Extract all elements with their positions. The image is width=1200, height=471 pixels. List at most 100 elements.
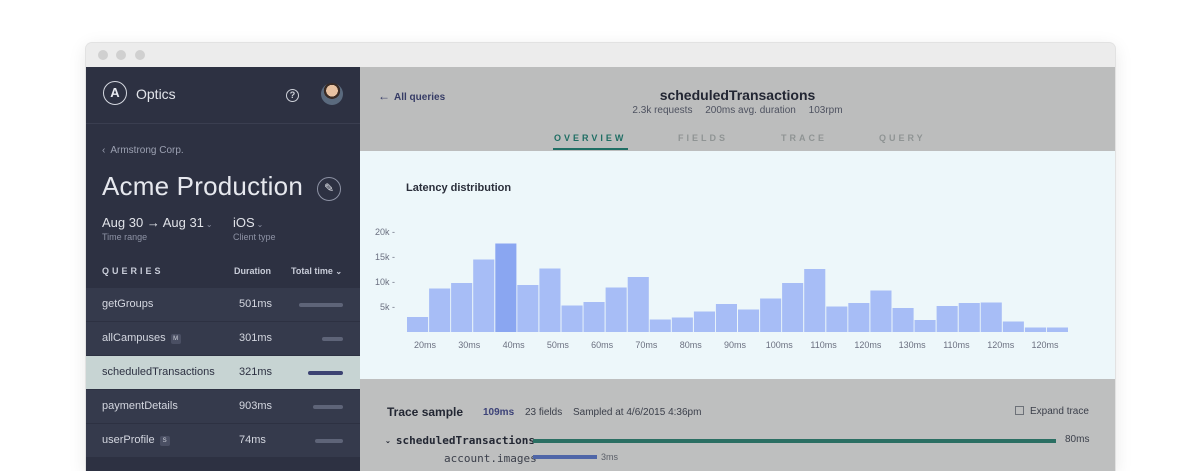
histogram-bar[interactable] [936,306,958,332]
query-row[interactable]: allCampuses M 301ms [86,321,360,355]
histogram-bar[interactable] [914,320,936,332]
histogram-bar[interactable] [760,298,782,333]
avg-duration: 200ms avg. duration [705,105,796,116]
client-type-select[interactable]: iOS ⌄ [233,215,263,230]
tab-trace[interactable]: TRACE [781,133,827,143]
histogram-bar[interactable] [407,317,429,332]
org-breadcrumb[interactable]: ‹ Armstrong Corp. [102,145,184,156]
tab-query[interactable]: QUERY [879,133,926,143]
chart-title: Latency distribution [406,182,512,194]
histogram-bar[interactable] [429,288,451,333]
expand-trace-checkbox[interactable] [1015,406,1024,415]
histogram-bar[interactable] [539,268,561,333]
back-label: All queries [394,92,446,103]
query-duration: 321ms [239,366,273,378]
query-type-badge: M [170,334,181,344]
histogram-bar[interactable] [627,277,649,332]
query-duration: 501ms [239,298,273,310]
x-tick-label: 70ms [635,340,658,350]
back-to-queries-link[interactable]: ← All queries [378,89,445,103]
trace-root-ms: 80ms [1065,434,1090,445]
total-time-column-header[interactable]: Total time ⌄ [291,266,342,276]
histogram-bar[interactable] [671,317,693,333]
trace-child-ms: 3ms [601,452,619,462]
time-range-select[interactable]: Aug 30 → Aug 31 ⌄ [102,215,213,230]
query-duration: 903ms [239,400,273,412]
histogram-bar[interactable] [583,302,605,332]
y-tick-label: 15k - [375,252,395,262]
tab-overview[interactable]: OVERVIEW [554,133,627,143]
total-time-label: Total time [291,266,333,276]
trace-title: Trace sample [387,405,464,419]
query-duration: 74ms [239,434,266,446]
query-row[interactable]: scheduledTransactions 321ms [86,355,360,389]
histogram-bar[interactable] [804,269,826,332]
y-tick-label: 5k - [380,302,395,312]
help-icon[interactable]: ? [286,89,299,102]
sidebar-header: A Optics ? [86,67,360,123]
histogram-bar[interactable] [826,306,848,333]
main-panel: ← All queries scheduledTransactions 2.3k … [360,67,1115,471]
trace-root-row[interactable]: ⌄ scheduledTransactions [385,434,535,447]
duration-column-header[interactable]: Duration [234,266,271,276]
tab-fields[interactable]: FIELDS [678,133,729,143]
histogram-bar[interactable] [1046,327,1068,333]
histogram-bar[interactable] [848,303,870,332]
wrench-icon[interactable]: ✎ [317,177,341,201]
trace-child-name: account.images [444,452,537,465]
sidebar-divider [86,123,360,124]
query-total-time-bar [299,303,343,307]
histogram-bar[interactable] [1024,327,1046,333]
app-window: A Optics ? ‹ Armstrong Corp. Acme Product… [86,43,1115,471]
latency-chart-panel: Latency distribution 5k - 10k - 15k - 20k -… [360,151,1115,379]
histogram-bar[interactable] [495,243,517,333]
histogram-bar[interactable] [738,309,760,333]
query-total-time-bar [308,371,343,375]
query-name: paymentDetails [102,400,178,412]
avatar[interactable] [321,83,343,105]
histogram-bar[interactable] [451,283,473,332]
close-window-dot[interactable] [98,50,108,60]
histogram-bar[interactable] [473,259,495,333]
time-range-label: Time range [102,232,148,242]
org-name: Armstrong Corp. [110,145,184,156]
chevron-down-icon: ⌄ [335,267,343,276]
histogram-bar[interactable] [1002,321,1024,333]
minimize-window-dot[interactable] [116,50,126,60]
chevron-down-icon: ⌄ [205,220,213,229]
histogram-bar[interactable] [980,302,1002,333]
x-tick-label: 50ms [547,340,570,350]
caret-down-icon[interactable]: ⌄ [385,438,391,445]
y-tick-label: 10k - [375,277,395,287]
query-row[interactable]: getGroups 501ms [86,287,360,321]
histogram-bar[interactable] [958,303,980,332]
apollo-logo-icon[interactable]: A [103,81,127,105]
histogram-bar[interactable] [693,311,715,333]
trace-panel-body: Trace sample 109ms 23 fields Sampled at … [360,379,1115,471]
query-label-group: userProfile S [102,434,170,446]
histogram-bar[interactable] [892,308,914,332]
histogram-bar[interactable] [782,283,804,332]
x-tick-label: 30ms [458,340,481,350]
query-name: userProfile [102,434,155,446]
x-tick-label: 110ms [943,340,970,350]
query-duration: 301ms [239,332,273,344]
histogram-bar[interactable] [517,285,539,332]
x-tick-label: 20ms [414,340,437,350]
zoom-window-dot[interactable] [135,50,145,60]
histogram-bar[interactable] [605,287,627,333]
chevron-down-icon: ⌄ [256,220,264,229]
query-name: allCampuses [102,332,166,344]
histogram-bar[interactable] [561,305,583,333]
query-row[interactable]: paymentDetails 903ms [86,389,360,423]
histogram-bar[interactable] [649,319,671,333]
app-name: Optics [136,86,176,102]
latency-histogram: 5k - 10k - 15k - 20k - 20ms 30ms 40ms 50ms 60ms 7… [375,227,1068,350]
histogram-bar[interactable] [870,290,892,333]
expand-trace-toggle[interactable]: Expand trace [1015,406,1089,417]
x-tick-label: 60ms [591,340,614,350]
query-row[interactable]: userProfile S 74ms [86,423,360,457]
query-header: ← All queries scheduledTransactions 2.3k … [360,67,1115,151]
trace-panel: Trace sample 109ms 23 fields Sampled at … [360,379,1115,471]
histogram-bar[interactable] [715,304,737,332]
